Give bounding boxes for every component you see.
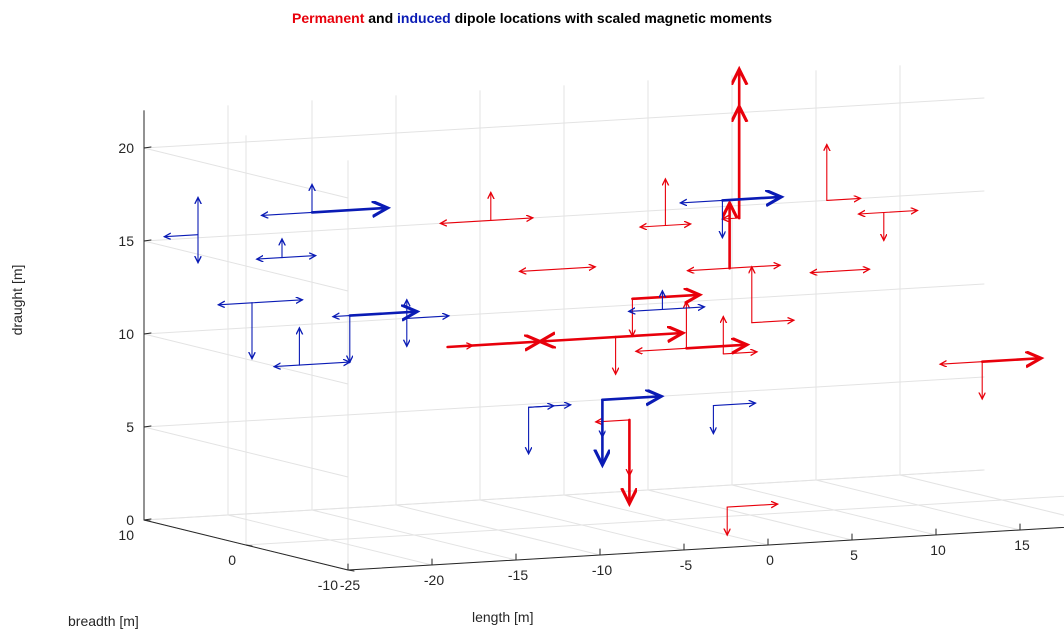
x-tick-label: 15 [1014,537,1030,553]
series-induced [164,185,781,465]
z-tick-label: 0 [126,512,134,528]
dipole-arrow [729,265,780,268]
dipole-arrow [685,345,747,349]
dipole-arrow [883,211,918,213]
dipole-arrow [811,272,828,273]
grid-line-side-z [143,240,349,292]
series-permanent [440,69,1041,535]
dipole-arrow [688,268,731,271]
grid-line-floor-x [899,474,1064,516]
dipole-arrow [218,303,253,305]
xlabel: length [m] [472,609,533,625]
z-tick [143,518,152,521]
dipole-arrow [540,337,617,342]
dipole-arrow [636,348,687,351]
z-tick-label: 10 [118,326,134,342]
grid-line-side-z [143,426,349,478]
z-tick-label: 5 [126,419,134,435]
dipole-arrow [751,320,794,323]
dipole-arrow [940,362,983,365]
grid-line-back-z [143,97,985,149]
y-tick [245,544,253,547]
dipole-arrow [298,362,349,365]
z-tick-label: 15 [118,233,134,249]
y-tick-label: 10 [118,527,134,543]
grid-line-back-z [143,283,985,335]
dipole-arrow [712,403,755,406]
dipole-arrow [528,406,554,408]
dipole-arrow [274,365,300,367]
dipole-arrow [631,295,699,299]
dipole-arrow [826,198,861,200]
dipole-arrow [596,420,630,422]
dipole-arrow [348,312,417,316]
grid-line-floor-y [245,495,1064,546]
dipole-arrow [661,307,704,310]
dipole-arrow [310,208,388,213]
dipole-arrow [601,396,661,400]
dipole-arrow [251,300,302,303]
dipole-arrow [406,316,449,319]
z-tick [143,239,152,242]
x-tick-label: 10 [930,542,946,558]
dipole-arrow [440,220,492,223]
x-tick-label: -25 [340,577,360,593]
dipole-arrow [726,504,777,507]
dipole-arrow [447,346,473,348]
dipole-arrow [722,352,757,354]
dipole-series [164,69,1041,535]
y-tick-label: 0 [228,552,236,568]
chart-title: Permanent and induced dipole locations w… [0,10,1064,26]
y-tick [347,569,355,572]
dipole-arrow [721,197,781,201]
dipole-arrow [640,226,666,228]
x-tick-label: 0 [766,552,774,568]
dipole-arrow [664,224,690,226]
z-tick [143,332,152,335]
z-tick [143,146,152,149]
z-tick [143,425,152,428]
x-tick-label: -5 [680,557,693,573]
y-tick-label: -10 [318,577,338,593]
zlabel: draught [m] [9,265,25,336]
dipole-arrow [490,218,533,221]
x-tick-label: -15 [508,567,528,583]
dipole-arrow [333,316,351,317]
dipole-arrow [520,269,563,272]
grid-line-back-z [143,469,985,521]
title-induced: induced [397,10,451,26]
x-tick-label: -10 [592,562,612,578]
axes [143,110,1064,572]
grid [143,65,1064,571]
dipole-arrow [722,218,740,219]
dipole-arrow [629,309,663,311]
dipole-arrow [680,200,723,203]
title-rest: dipole locations with scaled magnetic mo… [450,10,772,26]
x-tick-label: -20 [424,572,444,588]
dipole-arrow [614,333,683,337]
x-tick-label: 5 [850,547,858,563]
title-and: and [364,10,398,26]
grid-line-side-z [143,333,349,385]
dipole-arrow [980,358,1041,362]
z-tick-label: 20 [118,140,134,156]
dipole-arrow [281,256,316,258]
ylabel: breadth [m] [68,613,139,629]
dipole-arrow [164,235,199,237]
dipole-arrow [826,269,869,272]
dipole-arrow [262,212,313,215]
dipole-arrow [859,213,885,215]
dipole-arrow [561,267,596,269]
dipole-arrow [257,258,283,260]
title-permanent: Permanent [292,10,365,26]
